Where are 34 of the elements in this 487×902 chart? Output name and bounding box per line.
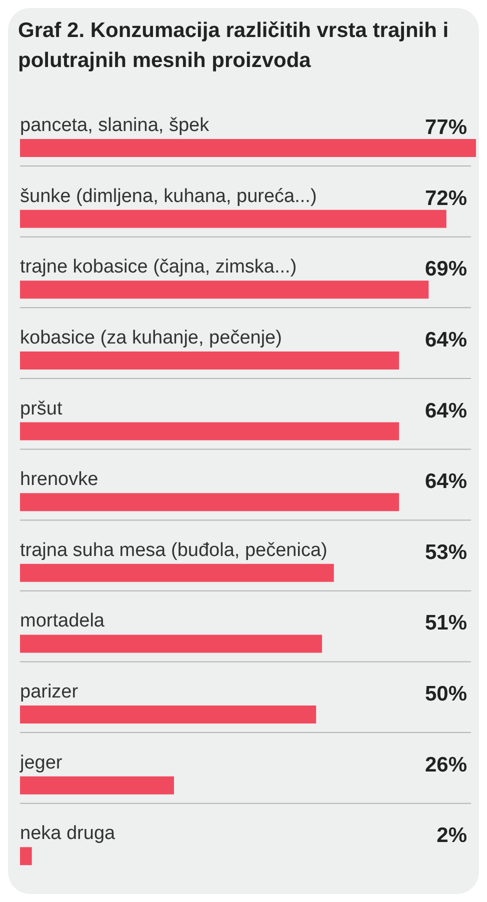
y-tick-label: mortadela bbox=[20, 610, 105, 632]
y-tick-label: šunke (dimljena, kuhana, pureća...) bbox=[20, 186, 317, 207]
y-tick-label: trajna suha mesa (buđola, pečenica) bbox=[20, 540, 328, 561]
data-label: 64% bbox=[424, 399, 468, 422]
bar bbox=[20, 493, 400, 512]
data-label: 64% bbox=[424, 328, 468, 352]
y-tick-label: panceta, slanina, špek bbox=[20, 115, 210, 136]
chart-title: Graf 2. Konzumacija različitih vrsta trajnih i polutrajnih mesnih proizvoda bbox=[18, 18, 450, 74]
data-label: 69% bbox=[424, 258, 468, 281]
data-label: 51% bbox=[424, 612, 468, 635]
data-label: 53% bbox=[424, 540, 468, 564]
y-tick-label: jeger bbox=[19, 752, 63, 774]
y-tick-label: hrenovke bbox=[20, 469, 98, 490]
y-tick-label: pršut bbox=[20, 398, 63, 420]
y-tick-label: kobasice (za kuhanje, pečenje) bbox=[20, 327, 282, 348]
bar bbox=[20, 422, 400, 440]
data-label: 77% bbox=[424, 116, 468, 139]
bar bbox=[20, 210, 446, 228]
y-tick-label: neka druga bbox=[20, 823, 116, 844]
bar bbox=[20, 351, 400, 370]
y-tick-label: trajne kobasice (čajna, zimska...) bbox=[20, 256, 297, 278]
data-label: 64% bbox=[424, 470, 468, 494]
data-label: 72% bbox=[424, 186, 468, 210]
data-label: 2% bbox=[436, 824, 468, 848]
bar bbox=[20, 564, 334, 582]
bar bbox=[20, 634, 322, 653]
y-tick-label: parizer bbox=[20, 682, 79, 703]
bar bbox=[20, 706, 316, 724]
bar bbox=[20, 847, 32, 866]
data-label: 26% bbox=[424, 753, 468, 776]
data-label: 50% bbox=[424, 682, 468, 706]
bar bbox=[20, 776, 174, 794]
bar bbox=[20, 139, 476, 157]
bar bbox=[20, 280, 429, 299]
